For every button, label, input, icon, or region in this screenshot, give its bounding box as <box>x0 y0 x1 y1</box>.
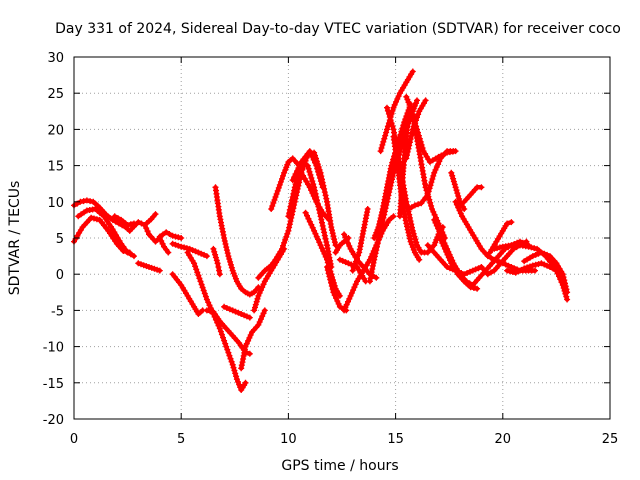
series-markers <box>238 307 268 372</box>
series-trace-18 <box>251 245 288 314</box>
series-trace-52 <box>504 260 571 303</box>
series-line <box>410 112 448 241</box>
series-trace-8 <box>156 229 185 241</box>
series-markers <box>135 260 163 274</box>
series-trace-10 <box>169 240 210 260</box>
series-trace-15 <box>212 184 262 298</box>
series-markers <box>169 271 206 317</box>
series-markers <box>435 231 481 292</box>
series-trace-24 <box>289 148 326 191</box>
x-tick-label: 0 <box>70 432 78 447</box>
series-markers <box>461 184 485 205</box>
data-series-layer <box>71 68 571 393</box>
series-markers <box>289 148 326 191</box>
series-trace-45 <box>448 169 468 212</box>
series-markers <box>146 231 172 256</box>
series-trace-2 <box>71 214 133 256</box>
y-tick-label: 30 <box>47 51 64 66</box>
series-trace-40 <box>409 111 448 241</box>
series-markers <box>448 169 468 212</box>
series-trace-3 <box>75 206 137 260</box>
x-tick-label: 20 <box>495 432 512 447</box>
y-tick-label: 5 <box>56 232 64 247</box>
series-trace-7 <box>141 211 159 228</box>
series-trace-14 <box>210 245 223 278</box>
series-markers <box>212 184 262 298</box>
x-tick-label: 15 <box>387 432 404 447</box>
y-tick-label: -15 <box>43 377 64 392</box>
series-trace-31 <box>349 206 371 274</box>
axis-ticks: 0 5 10 15 20 25 -20 -15 -10 -5 0 5 10 15 20 25 30 <box>43 51 619 447</box>
series-trace-17 <box>238 307 268 372</box>
series-markers <box>399 148 457 212</box>
x-tick-label: 25 <box>602 432 619 447</box>
y-tick-label: 0 <box>56 268 64 283</box>
y-tick-label: 10 <box>47 196 64 211</box>
chart-title: Day 331 of 2024, Sidereal Day-to-day VTE… <box>55 21 621 37</box>
series-trace-9 <box>135 260 163 274</box>
x-tick-label: 5 <box>177 432 185 447</box>
y-tick-label: -20 <box>43 413 64 428</box>
series-markers <box>75 206 137 260</box>
series-markers <box>111 213 137 228</box>
series-markers <box>268 155 303 212</box>
y-tick-label: 15 <box>47 160 64 175</box>
y-tick-label: -10 <box>43 341 64 356</box>
series-trace-53 <box>521 249 571 296</box>
series-trace-41 <box>399 148 457 212</box>
series-trace-47 <box>461 184 485 205</box>
series-trace-19 <box>255 256 279 281</box>
series-markers <box>141 211 159 228</box>
y-tick-label: 20 <box>47 123 64 138</box>
series-trace-25 <box>298 169 333 223</box>
series-markers <box>349 206 371 274</box>
series-markers <box>409 111 448 241</box>
series-trace-11 <box>169 271 206 317</box>
series-markers <box>521 249 571 296</box>
x-axis-label: GPS time / hours <box>281 458 398 474</box>
y-axis-label: SDTVAR / TECUs <box>7 181 23 296</box>
series-markers <box>156 229 185 241</box>
y-tick-label: -5 <box>51 304 64 319</box>
series-markers <box>169 240 210 260</box>
series-trace-16 <box>221 303 253 321</box>
series-markers <box>298 169 333 223</box>
series-trace-20 <box>268 155 303 212</box>
series-markers <box>210 245 223 278</box>
series-trace-5 <box>111 213 137 228</box>
y-tick-label: 25 <box>47 87 64 102</box>
x-tick-label: 10 <box>280 432 297 447</box>
series-trace-44 <box>435 231 481 292</box>
series-markers <box>221 303 253 321</box>
